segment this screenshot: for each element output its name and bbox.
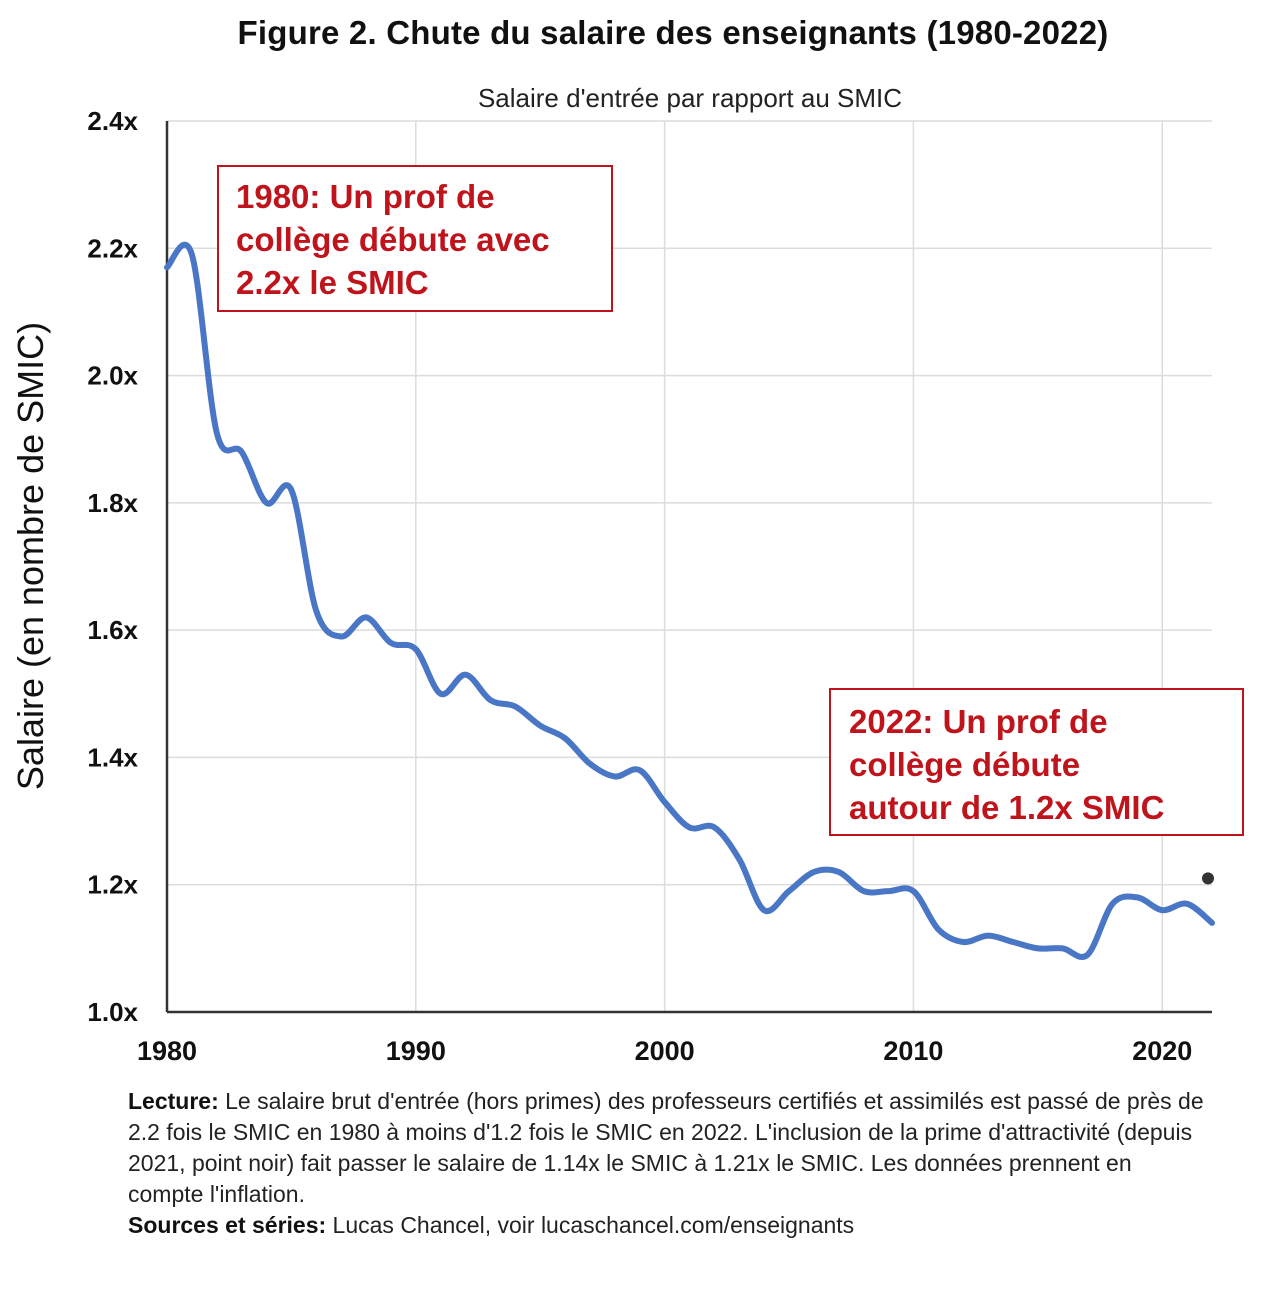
caption-sources-text: Lucas Chancel, voir lucaschancel.com/ens… <box>326 1212 855 1238</box>
x-tick-label: 1980 <box>137 1036 197 1066</box>
annotation-1980-box <box>217 165 613 312</box>
y-tick-label: 1.0x <box>87 997 138 1027</box>
caption-lecture: Lecture: Le salaire brut d'entrée (hors … <box>128 1086 1208 1210</box>
extra-data-point <box>1202 872 1214 885</box>
series-line <box>164 241 1215 960</box>
x-tick-label: 1990 <box>386 1036 446 1066</box>
caption-lecture-label: Lecture: <box>128 1088 219 1114</box>
chart-subtitle: Salaire d'entrée par rapport au SMIC <box>478 83 902 113</box>
y-tick-label: 1.4x <box>87 742 138 772</box>
y-tick-label: 1.8x <box>87 488 138 518</box>
series-layer <box>164 241 1215 960</box>
x-tick-label: 2010 <box>883 1036 943 1066</box>
x-tick-labels: 1980 1990 2000 2010 2020 <box>137 1036 1192 1066</box>
y-tick-label: 2.4x <box>87 106 138 136</box>
y-tick-label: 2.2x <box>87 233 138 263</box>
caption-lecture-text: Le salaire brut d'entrée (hors primes) d… <box>128 1088 1204 1207</box>
y-axis-label: Salaire (en nombre de SMIC) <box>10 322 51 790</box>
annotation-1980: 1980: Un prof de collège débute avec 2.2… <box>217 165 613 312</box>
annotation-2022: 2022: Un prof de collège débute autour d… <box>829 688 1244 836</box>
y-tick-labels: 1.0x 1.2x 1.4x 1.6x 1.8x 2.0x 2.2x 2.4x <box>87 106 138 1027</box>
line-chart: Salaire d'entrée par rapport au SMIC 1.0… <box>10 83 1244 1066</box>
annotation-1980-line-2: collège débute avec <box>236 221 550 258</box>
x-tick-label: 2000 <box>635 1036 695 1066</box>
caption-sources: Sources et séries: Lucas Chancel, voir l… <box>128 1210 1208 1241</box>
caption-sources-label: Sources et séries: <box>128 1212 327 1238</box>
y-tick-label: 2.0x <box>87 361 138 391</box>
x-tick-label: 2020 <box>1132 1036 1192 1066</box>
figure-caption: Lecture: Le salaire brut d'entrée (hors … <box>128 1086 1208 1241</box>
annotation-1980-line-1: 1980: Un prof de <box>236 178 495 215</box>
annotation-2022-box <box>829 688 1244 836</box>
annotation-2022-line-3: autour de 1.2x SMIC <box>849 789 1164 826</box>
y-tick-label: 1.2x <box>87 870 138 900</box>
annotation-1980-line-3: 2.2x le SMIC <box>236 264 429 301</box>
chart-title: Figure 2. Chute du salaire des enseignan… <box>237 14 1109 51</box>
annotation-2022-line-1: 2022: Un prof de <box>849 703 1108 740</box>
y-tick-label: 1.6x <box>87 615 138 645</box>
annotation-2022-line-2: collège débute <box>849 746 1080 783</box>
